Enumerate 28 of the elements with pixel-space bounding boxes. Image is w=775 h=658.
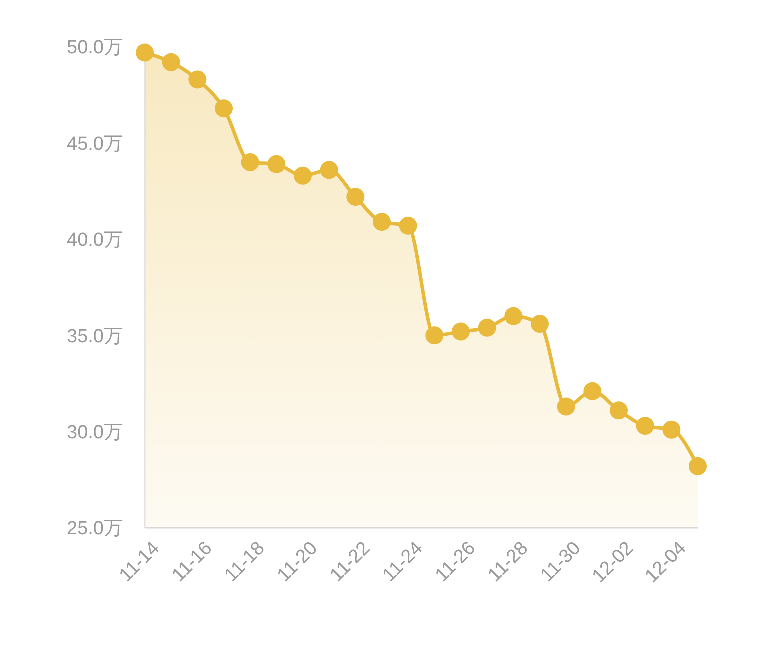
y-tick-label: 50.0万 [67,38,123,59]
point [636,417,654,436]
point [268,155,286,174]
y-tick-label: 40.0万 [67,230,123,252]
point [504,307,523,326]
y-tick-label: 30.0万 [67,422,123,444]
point [452,322,470,341]
y-tick-label: 25.0万 [67,518,123,540]
point [662,420,681,439]
point [426,326,444,345]
point [346,188,365,206]
y-tick-label: 45.0万 [67,134,123,155]
y-tick-label: 35.0万 [67,326,123,348]
point [557,398,576,416]
point [136,44,154,62]
point [373,213,391,232]
point [399,216,418,235]
point [294,166,312,185]
point [320,161,338,180]
point [689,457,707,476]
point [610,402,628,420]
point [584,382,602,400]
point [215,100,233,118]
point [241,153,260,172]
point [188,70,207,89]
point [162,53,180,72]
point [478,318,496,337]
point [531,315,549,334]
